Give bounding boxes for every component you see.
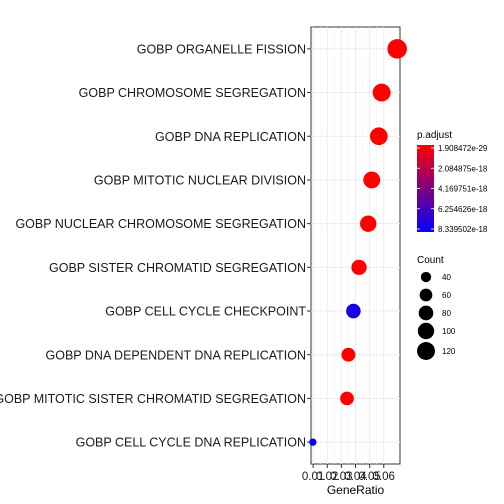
- data-point: [346, 303, 361, 319]
- y-tick-label: GOBP ORGANELLE FISSION: [137, 42, 306, 56]
- data-point: [351, 259, 367, 275]
- y-tick-label: GOBP SISTER CHROMATID SEGREGATION: [49, 261, 306, 275]
- data-point: [363, 171, 381, 189]
- size-legend-key: [417, 322, 435, 340]
- y-tick-label: GOBP MITOTIC NUCLEAR DIVISION: [94, 173, 306, 187]
- color-legend-label: 1.908472e-29: [438, 144, 488, 153]
- size-legend-key: [419, 288, 433, 302]
- color-legend-label: 2.084875e-18: [438, 164, 488, 173]
- x-tick-label: 0.01: [302, 471, 324, 483]
- size-legend-label: 80: [442, 309, 451, 318]
- data-point: [387, 39, 407, 59]
- size-legend: Count 40 60 80 100 120: [417, 255, 456, 360]
- color-legend: p.adjust 1.908472e-29 2.084875e-18 4.16975…: [417, 130, 488, 234]
- y-tick-label: GOBP MITOTIC SISTER CHROMATID SEGREGATIO…: [0, 392, 306, 406]
- data-point: [360, 215, 377, 232]
- size-legend-label: 40: [442, 273, 451, 282]
- data-point: [341, 347, 356, 362]
- data-point: [309, 438, 317, 446]
- size-legend-label: 60: [442, 291, 451, 300]
- y-tick-label: GOBP CELL CYCLE DNA REPLICATION: [76, 436, 306, 450]
- size-legend-key: [417, 342, 435, 360]
- y-tick-label: GOBP DNA DEPENDENT DNA REPLICATION: [46, 348, 306, 362]
- x-tick-label: 0.06: [373, 471, 395, 483]
- color-legend-label: 4.169751e-18: [438, 185, 488, 194]
- y-tick-label: GOBP CHROMOSOME SEGREGATION: [79, 86, 306, 100]
- x-axis-title: GeneRatio: [327, 483, 385, 497]
- data-point: [369, 127, 388, 146]
- x-tick-label: 0.05: [358, 471, 380, 483]
- data-point: [372, 83, 391, 102]
- y-tick-label: GOBP CELL CYCLE CHECKPOINT: [105, 305, 306, 319]
- data-points: [309, 39, 407, 446]
- color-legend-label: 8.339502e-18: [438, 225, 488, 234]
- size-legend-label: 100: [442, 327, 456, 336]
- x-tick-label: 0.04: [344, 471, 367, 483]
- color-legend-label: 6.254626e-18: [438, 205, 488, 214]
- size-legend-title: Count: [417, 255, 444, 266]
- size-legend-key: [418, 305, 434, 321]
- y-axis-labels: GOBP ORGANELLE FISSION GOBP CHROMOSOME SE…: [0, 42, 311, 450]
- color-legend-title: p.adjust: [417, 130, 452, 141]
- size-legend-label: 120: [442, 347, 456, 356]
- color-bar: [417, 145, 434, 232]
- x-tick-label: 0.03: [330, 471, 352, 483]
- x-tick-label: 0.02: [316, 471, 338, 483]
- data-point: [340, 391, 354, 406]
- y-tick-label: GOBP NUCLEAR CHROMOSOME SEGREGATION: [15, 217, 306, 231]
- size-legend-key: [420, 271, 432, 283]
- x-axis: 0.010.020.030.040.050.06: [302, 464, 395, 483]
- y-tick-label: GOBP DNA REPLICATION: [155, 130, 306, 144]
